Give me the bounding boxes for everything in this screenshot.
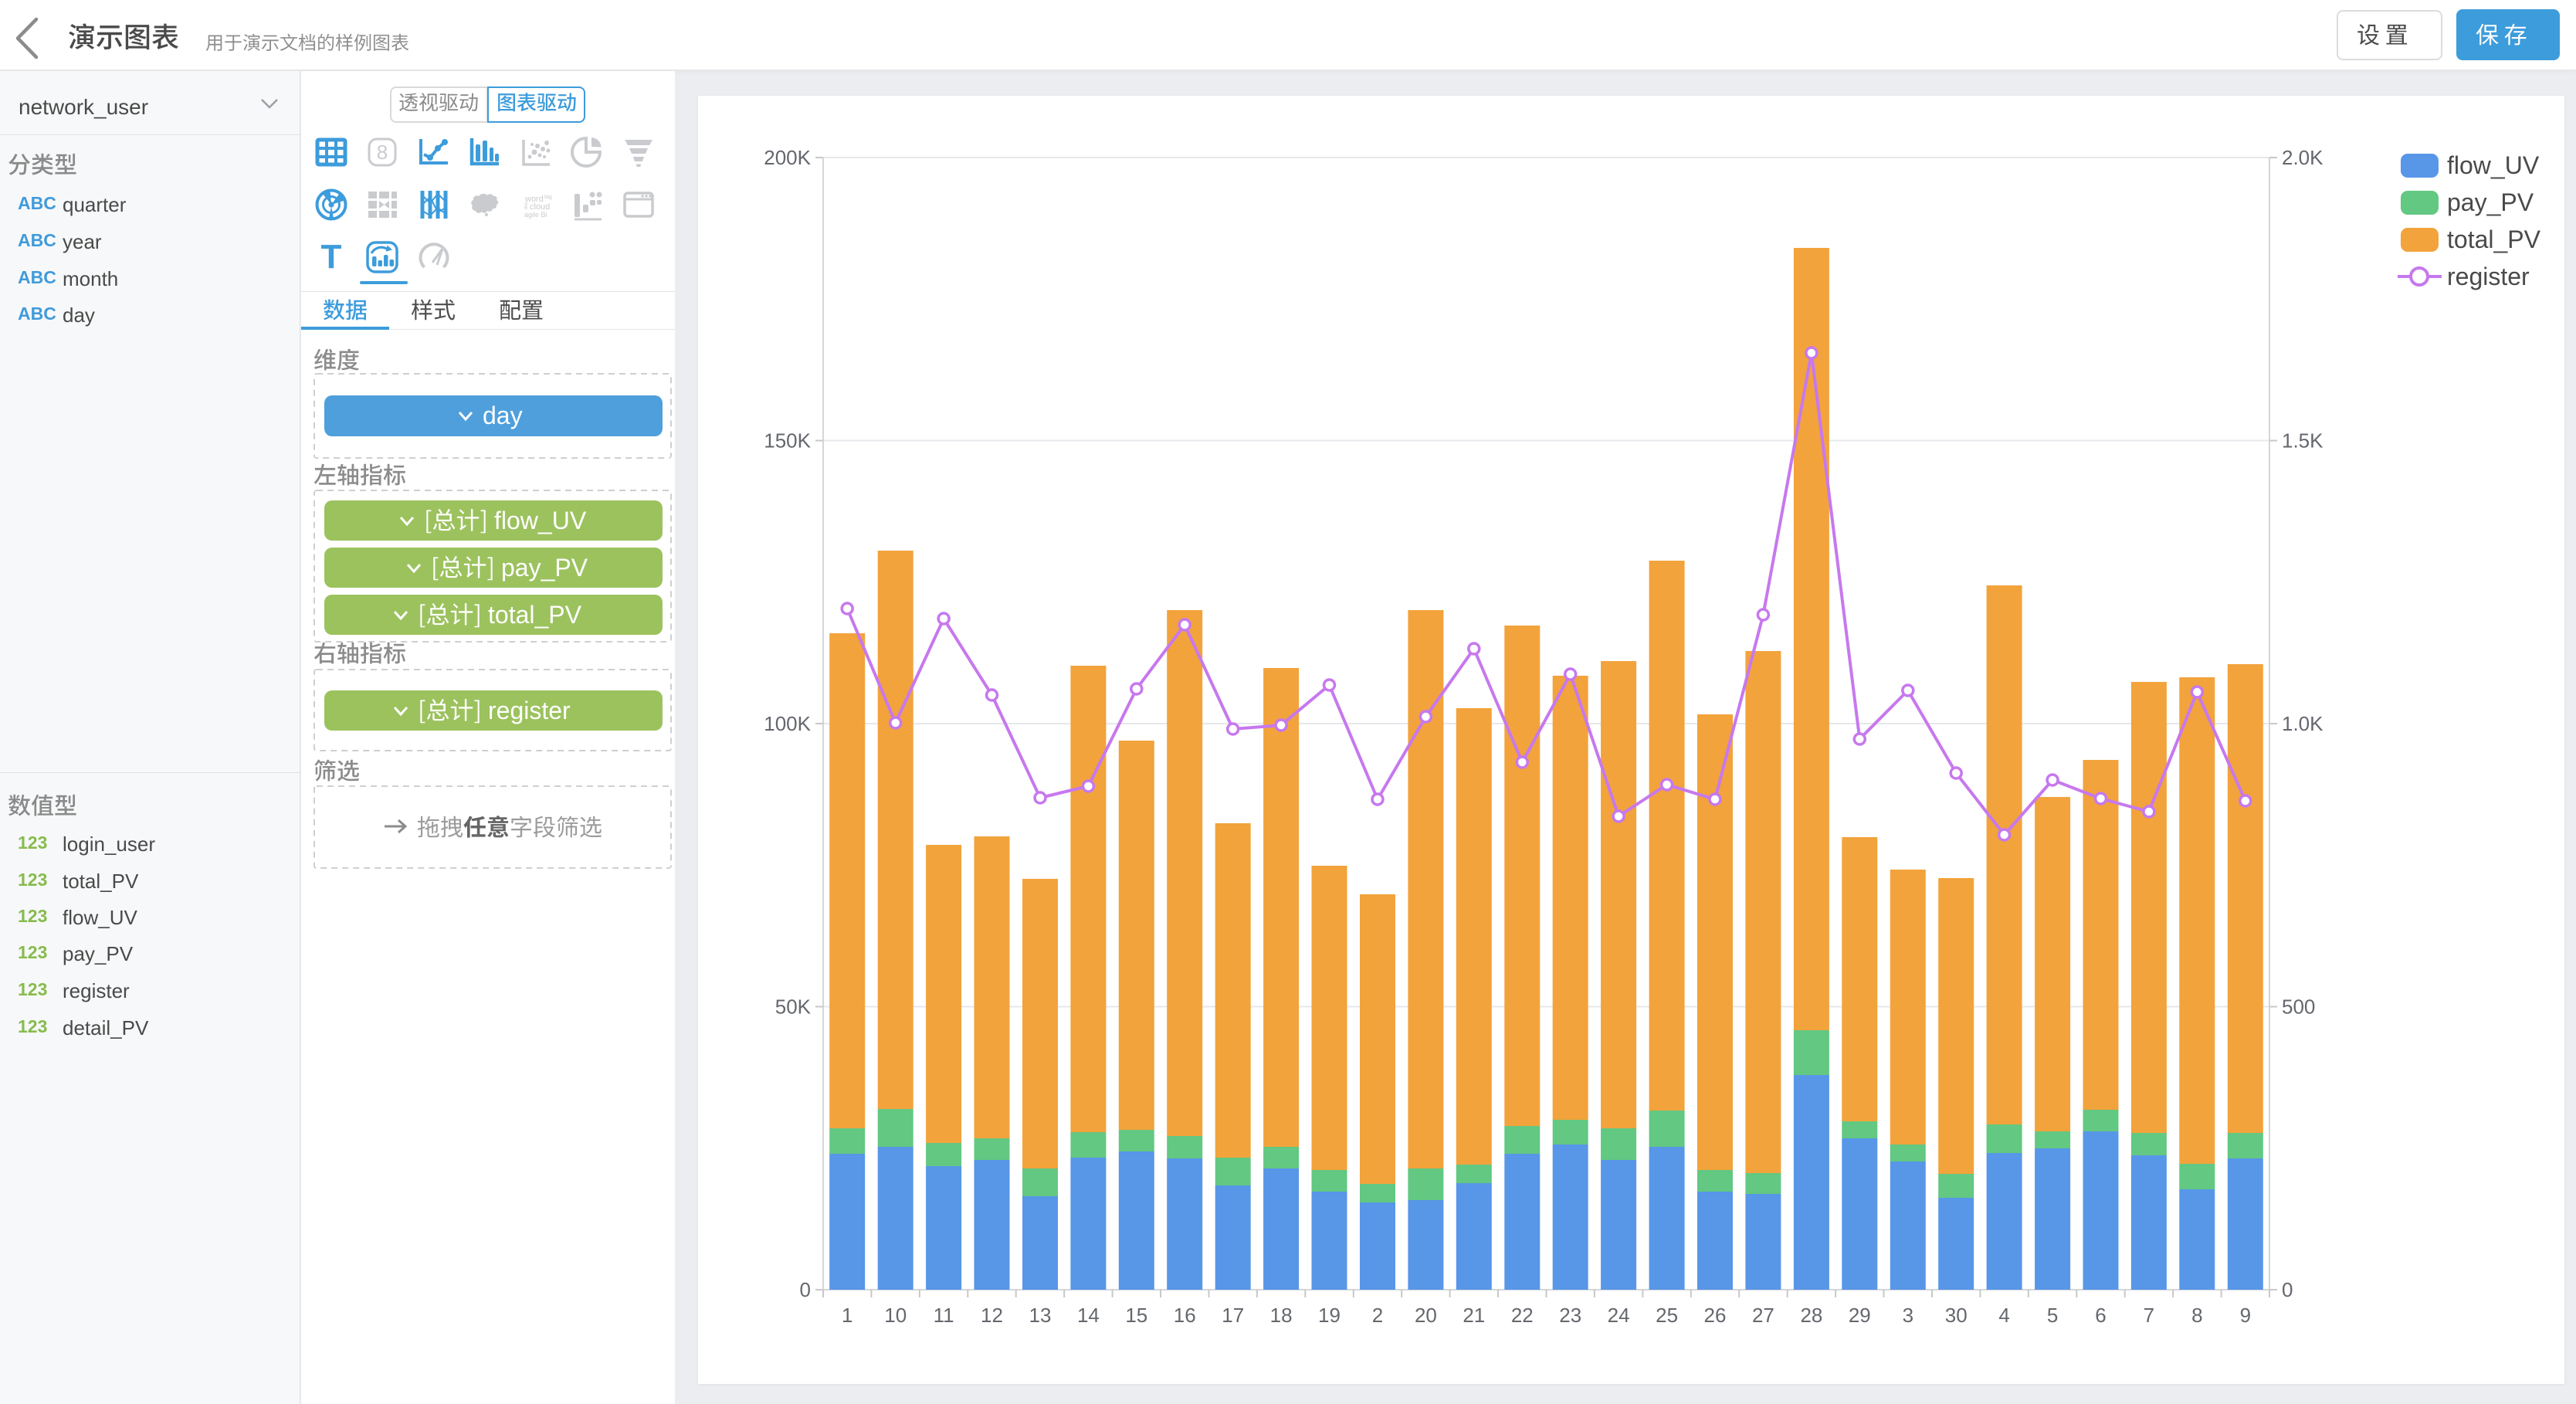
svg-text:50K: 50K [775,995,812,1019]
svg-text:9: 9 [2240,1304,2251,1327]
svg-text:2.0K: 2.0K [2282,146,2323,169]
svg-text:10: 10 [884,1304,907,1327]
svg-text:register: register [2447,263,2530,290]
svg-text:24: 24 [1608,1304,1630,1327]
svg-text:30: 30 [1945,1304,1968,1327]
svg-text:cloud: cloud [530,202,550,212]
svg-text:28: 28 [1800,1304,1822,1327]
svg-text:5: 5 [2047,1304,2058,1327]
svg-text:500: 500 [2282,995,2315,1019]
svg-text:26: 26 [1704,1304,1727,1327]
svg-text:1.5K: 1.5K [2282,429,2323,453]
svg-text:27: 27 [1752,1304,1774,1327]
svg-text:18: 18 [1270,1304,1293,1327]
svg-text:12: 12 [981,1304,1003,1327]
svg-text:0: 0 [2282,1278,2293,1301]
svg-text:6: 6 [2095,1304,2106,1327]
svg-text:11: 11 [934,1304,954,1327]
svg-text:23: 23 [1559,1304,1581,1327]
svg-text:15: 15 [1125,1304,1147,1327]
svg-text:tag: tag [544,195,552,200]
svg-text:25: 25 [1656,1304,1678,1327]
svg-text:pay_PV: pay_PV [2447,188,2534,216]
svg-text:flow_UV: flow_UV [2447,151,2540,179]
svg-text:22: 22 [1511,1304,1534,1327]
svg-text:21: 21 [1463,1304,1485,1327]
svg-text:T: T [321,240,342,274]
svg-text:doc: doc [524,202,529,209]
svg-text:16: 16 [1174,1304,1196,1327]
svg-text:13: 13 [1029,1304,1052,1327]
svg-text:14: 14 [1077,1304,1100,1327]
svg-text:8: 8 [377,141,388,164]
svg-text:total_PV: total_PV [2447,226,2541,253]
svg-text:3: 3 [1903,1304,1913,1327]
svg-text:word: word [524,195,544,204]
svg-text:17: 17 [1222,1304,1244,1327]
svg-text:8: 8 [2191,1304,2202,1327]
svg-text:1: 1 [842,1304,852,1327]
svg-text:150K: 150K [764,429,811,453]
svg-text:1.0K: 1.0K [2282,712,2323,735]
svg-text:2: 2 [1372,1304,1383,1327]
svg-text:200K: 200K [764,146,811,169]
svg-text:20: 20 [1415,1304,1437,1327]
svg-text:agile Bi: agile Bi [524,211,547,219]
svg-text:100K: 100K [764,712,811,735]
svg-text:0: 0 [800,1278,811,1301]
svg-text:29: 29 [1849,1304,1871,1327]
svg-text:7: 7 [2144,1304,2154,1327]
svg-text:19: 19 [1318,1304,1341,1327]
svg-text:4: 4 [1998,1304,2009,1327]
